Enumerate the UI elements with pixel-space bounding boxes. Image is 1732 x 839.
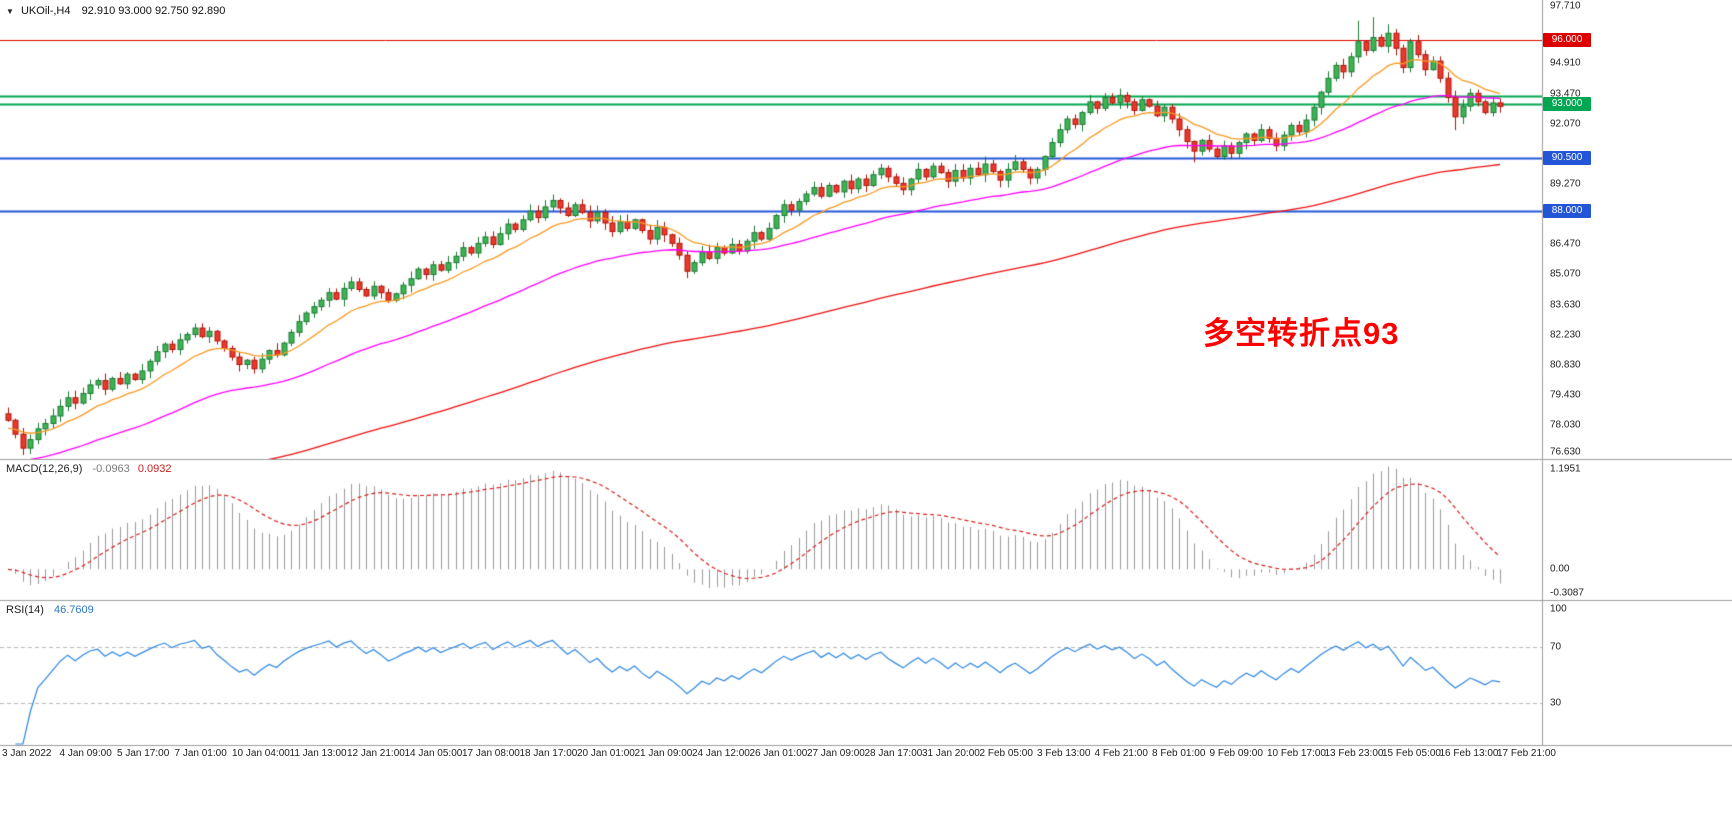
time-axis-label: 14 Jan 05:00 bbox=[404, 748, 463, 759]
time-axis-label: 18 Jan 17:00 bbox=[519, 748, 578, 759]
time-axis-label: 7 Jan 01:00 bbox=[174, 748, 227, 759]
rsi-scale-label: 100 bbox=[1550, 603, 1567, 615]
macd-scale-label: -0.3087 bbox=[1550, 587, 1584, 599]
macd-main-value: -0.0963 bbox=[92, 463, 130, 475]
price-level-badge: 90.500 bbox=[1543, 150, 1591, 165]
macd-scale-label: 0.00 bbox=[1550, 563, 1570, 575]
price-tick-label: 76.630 bbox=[1550, 446, 1581, 458]
price-tick-label: 97.710 bbox=[1550, 0, 1581, 12]
time-axis-label: 28 Jan 17:00 bbox=[864, 748, 923, 759]
time-axis-label: 31 Jan 20:00 bbox=[922, 748, 980, 759]
symbol-title: ▼ UKOil-,H4 92.910 93.000 92.750 92.890 bbox=[6, 5, 225, 17]
rsi-indicator-label: RSI(14) 46.7609 bbox=[6, 604, 94, 616]
price-level-badge: 93.000 bbox=[1543, 96, 1591, 111]
price-tick-label: 78.030 bbox=[1550, 419, 1581, 431]
time-axis-label: 5 Jan 17:00 bbox=[117, 748, 170, 759]
time-axis-label: 4 Feb 21:00 bbox=[1094, 748, 1148, 759]
price-tick-label: 94.910 bbox=[1550, 57, 1581, 69]
time-axis-label: 8 Feb 01:00 bbox=[1152, 748, 1206, 759]
macd-indicator-label: MACD(12,26,9) -0.0963 0.0932 bbox=[6, 463, 172, 475]
price-tick-label: 89.270 bbox=[1550, 178, 1581, 190]
chart-annotation[interactable]: 多空转折点93 bbox=[1203, 316, 1400, 351]
symbol-title-text: UKOil-,H4 bbox=[20, 5, 71, 17]
macd-signal-value: 0.0932 bbox=[137, 463, 172, 475]
time-axis-label: 26 Jan 01:00 bbox=[749, 748, 808, 759]
time-axis-label: 12 Jan 21:00 bbox=[347, 748, 405, 759]
price-tick-label: 86.470 bbox=[1550, 238, 1581, 250]
time-axis-label: 27 Jan 09:00 bbox=[807, 748, 865, 759]
time-axis-label: 3 Feb 13:00 bbox=[1037, 748, 1091, 759]
time-axis-label: 17 Jan 08:00 bbox=[462, 748, 520, 759]
price-scale[interactable]: 97.710 94.910 93.470 92.070 89.270 86.470 85.0… bbox=[1543, 0, 1732, 765]
price-tick-label: 80.830 bbox=[1550, 359, 1581, 371]
time-axis-label: 9 Feb 09:00 bbox=[1209, 748, 1263, 759]
time-axis-label: 11 Jan 13:00 bbox=[289, 748, 347, 759]
price-tick-label: 79.430 bbox=[1550, 389, 1581, 401]
macd-scale-label: 1.1951 bbox=[1550, 463, 1581, 475]
time-axis-label: 10 Feb 17:00 bbox=[1267, 748, 1326, 759]
time-axis-label: 21 Jan 09:00 bbox=[634, 748, 693, 759]
time-axis-label: 4 Jan 09:00 bbox=[59, 748, 112, 759]
time-axis-label: 16 Feb 13:00 bbox=[1439, 748, 1499, 759]
price-tick-label: 85.070 bbox=[1550, 268, 1581, 280]
price-level-badge: 88.000 bbox=[1543, 204, 1591, 219]
price-tick-label: 83.630 bbox=[1550, 299, 1581, 311]
price-tick-label: 82.230 bbox=[1550, 329, 1581, 341]
price-tick-label: 93.470 bbox=[1550, 88, 1581, 100]
time-scale[interactable]: 3 Jan 2022 4 Jan 09:00 5 Jan 17:00 7 Jan 01… bbox=[0, 746, 1732, 766]
rsi-value: 46.7609 bbox=[53, 604, 94, 616]
macd-label-text: MACD(12,26,9) bbox=[6, 463, 83, 475]
time-axis-label: 10 Jan 04:00 bbox=[232, 748, 290, 759]
rsi-scale-label: 70 bbox=[1550, 641, 1562, 653]
time-axis-label: 17 Feb 21:00 bbox=[1497, 748, 1556, 759]
time-axis-label: 20 Jan 01:00 bbox=[577, 748, 635, 759]
rsi-scale-label: 30 bbox=[1550, 697, 1562, 709]
time-axis-label: 2 Feb 05:00 bbox=[979, 748, 1033, 759]
quote-ohlc: 92.910 93.000 92.750 92.890 bbox=[81, 5, 226, 17]
time-axis-label: 24 Jan 12:00 bbox=[692, 748, 750, 759]
time-axis-label: 15 Feb 05:00 bbox=[1382, 748, 1441, 759]
collapse-triangle-icon[interactable]: ▼ bbox=[6, 7, 14, 16]
rsi-label-text: RSI(14) bbox=[6, 604, 44, 616]
time-axis-label: 13 Feb 23:00 bbox=[1324, 748, 1384, 759]
price-tick-label: 92.070 bbox=[1550, 118, 1581, 130]
time-axis-label: 3 Jan 2022 bbox=[2, 748, 52, 759]
price-level-badge: 96.000 bbox=[1543, 32, 1591, 47]
